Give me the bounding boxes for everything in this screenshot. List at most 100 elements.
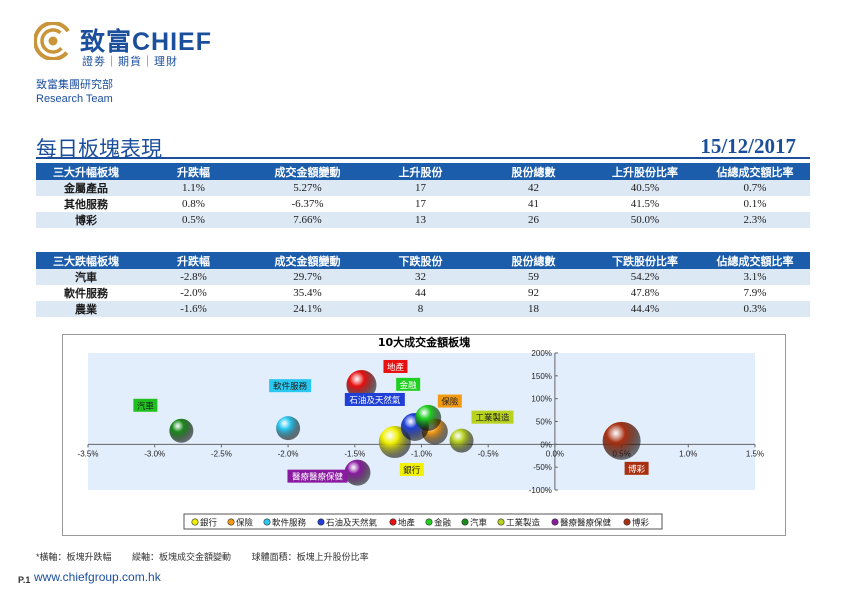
column-header: 上升股份比率 (590, 163, 700, 180)
x-tick-label: 0.0% (546, 449, 564, 458)
table-cell: 32 (364, 269, 477, 285)
table-cell: -1.6% (136, 301, 251, 317)
table-row: 其他服務 0.8% -6.37% 17 41 41.5% 0.1% (36, 196, 810, 212)
brand-name: 致富CHIEF (80, 28, 213, 56)
data-label: 汽車 (137, 401, 155, 412)
bubble-5 (415, 404, 442, 431)
table-cell: 7.9% (743, 287, 767, 299)
table-cell: 24.1% (251, 301, 364, 317)
y-tick-label: 0% (540, 440, 552, 449)
x-tick-label: -3.5% (78, 449, 99, 458)
title-divider (36, 157, 810, 159)
table-cell: 35.4% (293, 287, 322, 299)
legend-marker (191, 518, 199, 526)
sector-bubble-chart: 10大成交金額板塊 -3.5% -3.0% -2.5% -2.0% -1.5% -1.0% -… (62, 334, 786, 536)
table-cell: 17 (415, 198, 426, 210)
y-tick-label: 100% (531, 395, 551, 404)
table-cell: 50.0% (590, 212, 700, 228)
bubble-9 (602, 421, 641, 460)
column-header: 升跌幅 (136, 163, 251, 180)
legend-marker (317, 518, 325, 526)
legend-marker (425, 518, 433, 526)
legend-entry: 地產 (398, 518, 416, 529)
table-cell: 3.1% (700, 269, 810, 285)
table-cell: 0.3% (700, 301, 810, 317)
table-cell: 8 (364, 301, 477, 317)
table-cell: 59 (477, 269, 590, 285)
table-cell: 0.7% (700, 180, 810, 196)
sector-name: 金屬產品 (36, 180, 136, 196)
report-date: 15/12/2017 (700, 134, 796, 158)
data-label: 軟件服務 (273, 381, 308, 392)
department: 致富集團研究部 Research Team (36, 78, 113, 106)
sector-name: 博彩 (36, 212, 136, 228)
table-cell: -6.37% (291, 198, 324, 210)
column-header: 成交金額變動 (251, 163, 364, 180)
x-tick-label: -2.5% (211, 449, 232, 458)
table-cell: -2.0% (180, 287, 207, 299)
y-tick-label: 200% (531, 349, 551, 358)
table-cell: -2.8% (136, 269, 251, 285)
x-tick-label: -2.0% (278, 449, 299, 458)
legend-marker (227, 518, 235, 526)
data-label: 工業製造 (476, 413, 511, 424)
column-header: 下跌股份 (364, 252, 477, 269)
table-cell: 42 (477, 180, 590, 196)
table-cell: 44 (415, 287, 426, 299)
sector-name: 汽車 (36, 269, 136, 285)
x-tick-label: 1.5% (746, 449, 764, 458)
table-row: 博彩 0.5% 7.66% 13 26 50.0% 2.3% (36, 212, 810, 228)
website-link[interactable]: www.chiefgroup.com.hk (34, 570, 161, 584)
legend-marker (263, 518, 271, 526)
chart-title: 10大成交金額板塊 (378, 335, 470, 349)
footnote-x-axis: *橫軸：板塊升跌幅 (36, 552, 112, 562)
y-tick-label: 150% (531, 372, 551, 381)
table-cell: 47.8% (630, 287, 660, 299)
table-cell: 29.7% (251, 269, 364, 285)
legend-marker (623, 518, 631, 526)
bubble-6 (169, 418, 194, 443)
table-cell: 7.66% (251, 212, 364, 228)
x-tick-label: -0.5% (478, 449, 499, 458)
data-label-box (437, 394, 462, 408)
legend-entry: 銀行 (200, 518, 218, 529)
table-cell: 54.2% (590, 269, 700, 285)
column-header: 下跌股份比率 (590, 252, 700, 269)
data-label-box (624, 461, 649, 475)
page-number: P.1 (18, 575, 31, 585)
table-cell: 26 (477, 212, 590, 228)
bubble-7 (449, 428, 474, 453)
table-cell: 1.1% (136, 180, 251, 196)
legend-entry: 工業製造 (506, 518, 541, 529)
sector-name: 軟件服務 (64, 287, 108, 300)
x-tick-label: -1.0% (411, 449, 432, 458)
table-row: 農業 -1.6% 24.1% 8 18 44.4% 0.3% (36, 301, 810, 317)
table-cell: 17 (364, 180, 477, 196)
legend-marker (461, 518, 469, 526)
sector-name: 其他服務 (64, 198, 108, 211)
table-header-row: 三大跌幅板塊 升跌幅 成交金額變動 下跌股份 股份總數 下跌股份比率 佔總成交額… (36, 252, 810, 269)
data-label: 石油及天然氣 (349, 395, 401, 406)
legend-marker (389, 518, 397, 526)
legend-entry: 汽車 (470, 518, 488, 529)
data-label-box (344, 392, 405, 406)
y-tick-label: -100% (529, 486, 552, 495)
legend-marker (551, 518, 559, 526)
footnote-y-axis: 縱軸：板塊成交金額變動 (132, 552, 232, 562)
department-cn: 致富集團研究部 (36, 79, 113, 91)
legend-entry: 軟件服務 (272, 518, 307, 529)
column-header: 三大升幅板塊 (36, 163, 136, 180)
legend-marker (497, 518, 505, 526)
table-cell: 0.8% (182, 198, 205, 210)
table-row: 汽車 -2.8% 29.7% 32 59 54.2% 3.1% (36, 269, 810, 285)
department-en: Research Team (36, 93, 113, 105)
table-row: 軟件服務 -2.0% 35.4% 44 92 47.8% 7.9% (36, 285, 810, 301)
column-header: 股份總數 (477, 252, 590, 269)
data-label: 地產 (387, 362, 405, 373)
data-label-box (383, 359, 408, 373)
top-losers-table: 三大跌幅板塊 升跌幅 成交金額變動 下跌股份 股份總數 下跌股份比率 佔總成交額… (36, 252, 810, 317)
table-cell: 13 (364, 212, 477, 228)
top-gainers-table: 三大升幅板塊 升跌幅 成交金額變動 上升股份 股份總數 上升股份比率 佔總成交額… (36, 163, 810, 228)
table-header-row: 三大升幅板塊 升跌幅 成交金額變動 上升股份 股份總數 上升股份比率 佔總成交額… (36, 163, 810, 180)
legend-entry: 金融 (434, 518, 452, 529)
